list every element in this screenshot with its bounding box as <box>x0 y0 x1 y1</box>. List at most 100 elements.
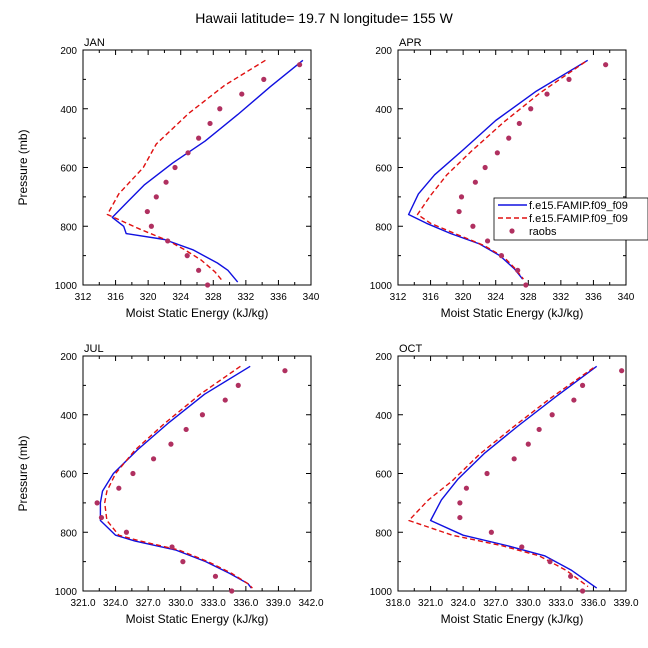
y-tick-label: 600 <box>60 470 77 481</box>
y-tick-label: 600 <box>60 164 77 175</box>
panel-oct: OCT 318.0 321.0 324.0 327.0 330.0 333.0 336.0 33… <box>370 343 639 626</box>
raobs-point <box>235 382 241 388</box>
legend-box <box>493 197 648 241</box>
x-tick-label: 316 <box>107 292 124 303</box>
y-tick-label: 400 <box>60 105 77 116</box>
x-tick-label: 336 <box>270 292 287 303</box>
raobs-point <box>123 529 130 535</box>
legend-marker-raobs <box>509 228 515 234</box>
model-2-line <box>416 61 586 280</box>
panel-title: APR <box>399 37 422 49</box>
model-1-line <box>111 59 304 283</box>
y-tick-label: 200 <box>60 46 77 57</box>
x-axis-label: Moist Static Energy (kJ/kg) <box>126 612 269 626</box>
raobs-point <box>528 106 534 112</box>
raobs-point <box>229 588 235 594</box>
model-1-line <box>429 365 598 589</box>
panel-apr: APR 312 316 320 324 328 332 336 340 200 400 600 800 1… <box>370 37 635 320</box>
raobs-point <box>544 91 550 97</box>
legend-label-raobs: raobs <box>529 226 557 238</box>
x-tick-label: 328 <box>205 292 222 303</box>
x-tick-label: 342.0 <box>298 598 323 609</box>
raobs-point <box>484 238 491 244</box>
raobs-point <box>579 382 586 388</box>
y-tick-label: 600 <box>375 164 392 175</box>
raobs-point <box>547 559 553 565</box>
x-tick-label: 340 <box>303 292 320 303</box>
y-tick-label: 1000 <box>55 587 78 598</box>
raobs-point <box>579 588 586 594</box>
y-tick-label: 600 <box>375 470 392 481</box>
x-tick-label: 336 <box>585 292 602 303</box>
raobs-point <box>204 282 211 288</box>
x-tick-label: 327.0 <box>136 598 161 609</box>
x-axis-label: Moist Static Energy (kJ/kg) <box>441 612 584 626</box>
raobs-point <box>470 223 476 229</box>
raobs-point <box>516 120 522 127</box>
x-tick-label: 339.0 <box>613 598 638 609</box>
y-tick-label: 1000 <box>370 587 393 598</box>
x-tick-label: 316 <box>422 292 439 303</box>
raobs-point <box>566 76 572 82</box>
plot-frame <box>82 355 312 592</box>
x-tick-label: 324 <box>487 292 504 303</box>
raobs-point <box>603 62 609 68</box>
y-tick-label: 1000 <box>370 281 393 292</box>
raobs-point <box>458 194 465 200</box>
raobs-point <box>239 91 245 97</box>
plot-frame <box>82 49 312 286</box>
x-tick-label: 321.0 <box>418 598 443 609</box>
y-tick-label: 1000 <box>55 281 78 292</box>
raobs-point <box>199 412 206 418</box>
raobs-point <box>153 194 159 200</box>
raobs-point <box>185 150 191 156</box>
y-tick-label: 400 <box>375 411 392 422</box>
y-tick-label: 200 <box>375 352 392 363</box>
x-tick-label: 328 <box>520 292 537 303</box>
x-tick-label: 324 <box>172 292 189 303</box>
x-tick-label: 336.0 <box>233 598 258 609</box>
raobs-point <box>222 397 228 403</box>
raobs-point <box>549 412 555 418</box>
model-2-line <box>106 59 266 282</box>
x-tick-label: 333.0 <box>201 598 226 609</box>
x-tick-label: 312 <box>75 292 92 303</box>
raobs-point <box>482 164 488 171</box>
y-tick-label: 800 <box>60 222 77 233</box>
y-axis-label: Pressure (mb) <box>16 435 30 511</box>
y-axis-label: Pressure (mb) <box>16 129 30 205</box>
raobs-point <box>282 368 288 374</box>
x-tick-label: 333.0 <box>548 598 573 609</box>
raobs-point <box>457 500 463 506</box>
figure-title: Hawaii latitude= 19.7 N longitude= 155 W <box>195 10 453 26</box>
model-1-line <box>407 59 589 280</box>
raobs-point <box>536 426 542 433</box>
raobs-point <box>297 62 303 68</box>
raobs-point <box>571 397 577 403</box>
x-tick-label: 318.0 <box>385 598 410 609</box>
x-tick-label: 330.0 <box>168 598 193 609</box>
x-tick-label: 332 <box>238 292 255 303</box>
raobs-point <box>463 485 469 491</box>
panel-title: JUL <box>84 343 104 355</box>
raobs-point <box>144 208 150 215</box>
raobs-point <box>148 223 154 229</box>
raobs-point <box>196 267 202 273</box>
raobs-point <box>165 238 171 244</box>
model-2-line <box>103 365 253 589</box>
y-tick-label: 800 <box>375 528 392 539</box>
raobs-point <box>217 106 223 112</box>
x-axis-label: Moist Static Energy (kJ/kg) <box>126 306 269 320</box>
y-tick-label: 400 <box>375 105 392 116</box>
raobs-point <box>180 559 186 565</box>
x-tick-label: 339.0 <box>266 598 291 609</box>
x-tick-label: 330.0 <box>516 598 541 609</box>
raobs-point <box>456 208 462 215</box>
panel-title: OCT <box>399 343 423 355</box>
y-tick-label: 200 <box>60 352 77 363</box>
raobs-point <box>457 514 463 521</box>
raobs-point <box>525 441 531 447</box>
x-tick-label: 324.0 <box>451 598 476 609</box>
panel-jan: JAN 312 316 320 324 328 332 336 340 200 400 600 800 1… <box>16 37 320 320</box>
